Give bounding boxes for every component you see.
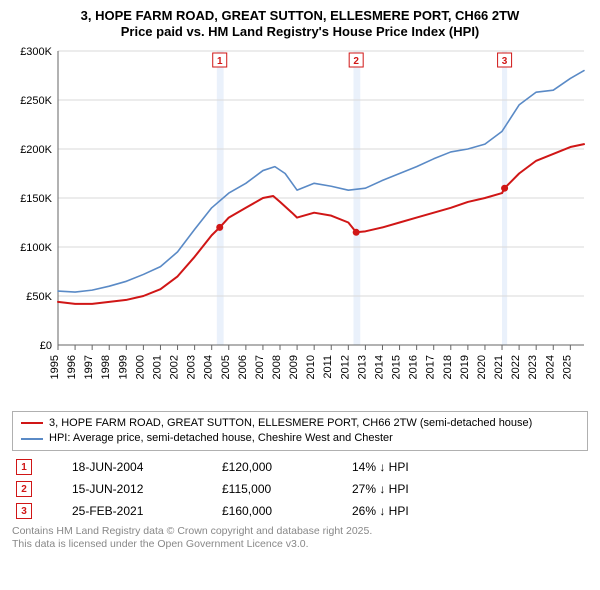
title-line-1: 3, HOPE FARM ROAD, GREAT SUTTON, ELLESME… xyxy=(81,8,520,23)
ytick-label: £150K xyxy=(20,193,52,205)
xtick-label: 2010 xyxy=(305,355,317,379)
xtick-label: 2015 xyxy=(391,355,403,379)
xtick-label: 2022 xyxy=(510,355,522,379)
sale-price: £115,000 xyxy=(222,482,312,496)
xtick-label: 2003 xyxy=(186,355,198,379)
sale-point-dot xyxy=(353,228,360,235)
chart-svg: £0 £50K £100K £150K £200K £250K £300K 1995 1996 1… xyxy=(12,45,588,405)
ytick-label: £200K xyxy=(20,144,52,156)
xtick-label: 2008 xyxy=(271,355,283,379)
xtick-label: 1997 xyxy=(83,355,95,379)
footer-line-2: This data is licensed under the Open Gov… xyxy=(12,538,309,550)
legend-label: HPI: Average price, semi-detached house,… xyxy=(49,431,393,446)
xtick-label: 1995 xyxy=(49,355,61,379)
sales-row: 1 18-JUN-2004 £120,000 14% ↓ HPI xyxy=(12,459,588,475)
xtick-label: 2019 xyxy=(459,355,471,379)
sale-marker-number: 2 xyxy=(353,56,359,67)
xtick-label: 2013 xyxy=(356,355,368,379)
ytick-label: £100K xyxy=(20,242,52,254)
xtick-label: 2014 xyxy=(373,355,385,379)
ytick-label: £250K xyxy=(20,95,52,107)
xtick-label: 2005 xyxy=(220,355,232,379)
chart-title: 3, HOPE FARM ROAD, GREAT SUTTON, ELLESME… xyxy=(12,8,588,41)
sale-marker-badge: 2 xyxy=(16,481,32,497)
xtick-label: 2012 xyxy=(339,355,351,379)
xtick-label: 2009 xyxy=(288,355,300,379)
footer-note: Contains HM Land Registry data © Crown c… xyxy=(12,525,588,551)
xtick-label: 2007 xyxy=(254,355,266,379)
sale-marker-number: 3 xyxy=(502,56,508,67)
sales-table: 1 18-JUN-2004 £120,000 14% ↓ HPI 2 15-JUN-201… xyxy=(12,459,588,519)
legend-swatch xyxy=(21,422,43,424)
sale-marker-badge: 3 xyxy=(16,503,32,519)
sale-point-dot xyxy=(501,184,508,191)
xtick-label: 2000 xyxy=(134,355,146,379)
sale-price: £120,000 xyxy=(222,460,312,474)
sale-date: 18-JUN-2004 xyxy=(72,460,182,474)
sale-delta: 26% ↓ HPI xyxy=(352,504,462,518)
xtick-label: 2018 xyxy=(442,355,454,379)
sale-delta: 14% ↓ HPI xyxy=(352,460,462,474)
xtick-label: 2001 xyxy=(151,355,163,379)
chart: £0 £50K £100K £150K £200K £250K £300K 1995 1996 1… xyxy=(12,45,588,405)
xtick-label: 1999 xyxy=(117,355,129,379)
sale-marker-badge: 1 xyxy=(16,459,32,475)
sale-delta: 27% ↓ HPI xyxy=(352,482,462,496)
xtick-label: 2011 xyxy=(322,355,334,379)
xtick-label: 2021 xyxy=(493,355,505,379)
legend-swatch xyxy=(21,438,43,440)
sale-price: £160,000 xyxy=(222,504,312,518)
xtick-label: 2025 xyxy=(561,355,573,379)
sales-row: 2 15-JUN-2012 £115,000 27% ↓ HPI xyxy=(12,481,588,497)
xtick-label: 1996 xyxy=(66,355,78,379)
sale-point-dot xyxy=(216,223,223,230)
xtick-label: 2004 xyxy=(203,355,215,379)
ytick-label: £50K xyxy=(26,291,52,303)
xtick-label: 2020 xyxy=(476,355,488,379)
xtick-label: 1998 xyxy=(100,355,112,379)
sale-date: 25-FEB-2021 xyxy=(72,504,182,518)
page: 3, HOPE FARM ROAD, GREAT SUTTON, ELLESME… xyxy=(0,0,600,590)
legend-label: 3, HOPE FARM ROAD, GREAT SUTTON, ELLESME… xyxy=(49,416,532,431)
sale-marker-number: 1 xyxy=(217,56,223,67)
legend-row: 3, HOPE FARM ROAD, GREAT SUTTON, ELLESME… xyxy=(21,416,579,431)
xtick-label: 2006 xyxy=(237,355,249,379)
ytick-label: £300K xyxy=(20,46,52,58)
xtick-label: 2023 xyxy=(527,355,539,379)
sales-row: 3 25-FEB-2021 £160,000 26% ↓ HPI xyxy=(12,503,588,519)
sale-date: 15-JUN-2012 xyxy=(72,482,182,496)
ytick-label: £0 xyxy=(40,340,52,352)
xtick-label: 2024 xyxy=(544,355,556,379)
legend-row: HPI: Average price, semi-detached house,… xyxy=(21,431,579,446)
footer-line-1: Contains HM Land Registry data © Crown c… xyxy=(12,525,372,537)
xtick-label: 2017 xyxy=(425,355,437,379)
xtick-label: 2002 xyxy=(169,355,181,379)
legend: 3, HOPE FARM ROAD, GREAT SUTTON, ELLESME… xyxy=(12,411,588,452)
xtick-label: 2016 xyxy=(408,355,420,379)
title-line-2: Price paid vs. HM Land Registry's House … xyxy=(121,24,480,39)
